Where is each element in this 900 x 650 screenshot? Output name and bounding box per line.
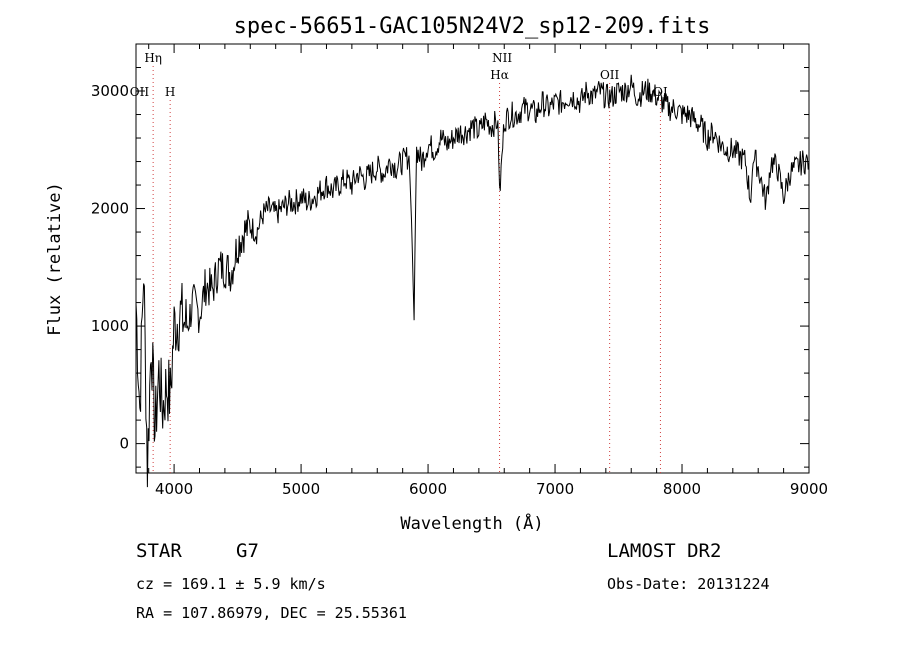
- spectrum-series-line: [135, 74, 810, 488]
- x-tick-label: 5000: [282, 480, 320, 498]
- observation-date: Obs-Date: 20131224: [607, 575, 770, 593]
- survey-name: LAMOST DR2: [607, 540, 722, 562]
- y-tick-label: 2000: [91, 200, 129, 218]
- axis-ticks: 4000 5000 6000 7000 8000 9000 0 1000 2000 3000: [91, 43, 828, 498]
- x-tick-label: 8000: [663, 480, 701, 498]
- spectral-line-label: NII: [492, 51, 512, 65]
- redshift-velocity: cz = 169.1 ± 5.9 km/s: [136, 575, 326, 593]
- y-axis-label: Flux (relative): [45, 182, 65, 336]
- coordinates: RA = 107.86979, DEC = 25.55361: [136, 604, 407, 622]
- x-tick-label: 7000: [536, 480, 574, 498]
- spectral-line-label: OII: [600, 68, 620, 82]
- object-class: STAR: [136, 540, 182, 562]
- x-tick-label: 4000: [155, 480, 193, 498]
- object-subclass: G7: [236, 540, 259, 562]
- spectral-line-label: OII: [130, 85, 150, 99]
- spectral-line-markers: [152, 66, 661, 473]
- spectral-line-label: OI: [653, 85, 668, 99]
- y-tick-label: 3000: [91, 82, 129, 100]
- spectral-line-label: H: [165, 85, 175, 99]
- chart-title: spec-56651-GAC105N24V2_sp12-209.fits: [234, 14, 711, 39]
- y-tick-label: 1000: [91, 317, 129, 335]
- x-tick-label: 6000: [409, 480, 447, 498]
- spectral-line-labels: Hη OII H NII Hα OII OI: [130, 51, 668, 99]
- spectral-line-label: Hα: [490, 68, 509, 82]
- x-axis-label: Wavelength (Å): [400, 512, 543, 534]
- spectral-line-label: Hη: [144, 51, 162, 65]
- plot-frame: [135, 43, 810, 474]
- y-tick-label: 0: [119, 435, 129, 453]
- x-tick-label: 9000: [790, 480, 828, 498]
